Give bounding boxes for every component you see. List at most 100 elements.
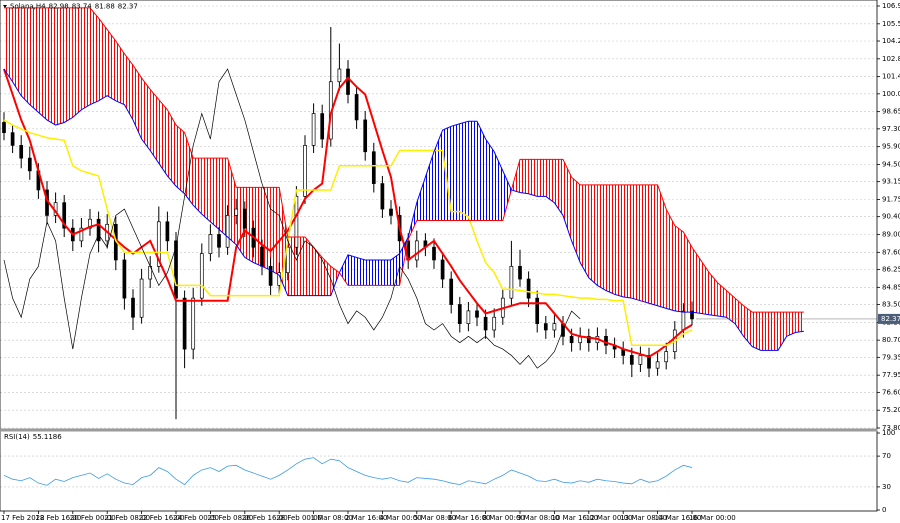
cloud-segment [296, 237, 305, 296]
cloud-segment [133, 65, 142, 140]
candle [217, 226, 221, 258]
cloud-segment [365, 259, 374, 286]
y-tick-label: 80.70 [882, 336, 900, 344]
candle [234, 198, 239, 225]
x-tick-label: 28 Feb 00:00 [276, 514, 322, 522]
candle-body [19, 145, 24, 159]
cloud-segment [38, 7, 47, 120]
candle [62, 195, 67, 238]
y-tick-label: 102.80 [882, 55, 900, 63]
candle-body [131, 297, 135, 318]
cloud-segment [588, 184, 598, 286]
candle-body [586, 335, 591, 344]
candle [535, 290, 540, 333]
candle [629, 347, 634, 378]
candle-body [260, 246, 264, 267]
candle-body [217, 234, 221, 248]
cloud-segment [769, 312, 778, 351]
candle [2, 112, 6, 141]
candle [371, 142, 376, 193]
cloud-segment [520, 159, 529, 194]
rsi-title: RSI(14) [4, 433, 30, 441]
cloud-segment [348, 254, 357, 286]
candle-body [569, 335, 574, 344]
cloud-segment [537, 159, 546, 197]
cloud-segment [236, 187, 245, 258]
candle-body [604, 335, 608, 346]
high: 83.74 [72, 3, 93, 11]
cloud-segment [760, 312, 770, 351]
candle [604, 328, 608, 355]
x-tick-label: 2 Mar 16:00 [345, 514, 387, 522]
candle-body [457, 304, 462, 324]
cloud-segment [674, 225, 684, 313]
x-tick-label: 16 Mar 00:00 [689, 514, 736, 522]
candle [79, 217, 84, 248]
candle [638, 346, 643, 372]
cloud-segment [580, 184, 589, 278]
cloud-segment [692, 247, 701, 314]
cloud-segment [416, 177, 426, 221]
cloud-segment [683, 231, 692, 313]
cloud-segment [657, 184, 667, 309]
y-tick-label: 94.50 [882, 160, 900, 168]
candle-body [449, 278, 454, 305]
candle-body [294, 195, 299, 248]
candle-body [234, 208, 239, 216]
y-tick-label: 87.60 [882, 248, 900, 256]
cloud-segment [305, 237, 314, 296]
cloud-segment [391, 253, 400, 286]
cloud-segment [227, 158, 237, 245]
cloud-segment [614, 184, 624, 297]
cloud-segment [554, 159, 563, 216]
candle-body [655, 361, 660, 369]
candle [449, 271, 454, 314]
candle-body [303, 145, 307, 197]
candle-body [664, 351, 669, 363]
candle [96, 211, 101, 253]
rsi-header: RSI(14) 55.1186 [4, 433, 62, 441]
candle-body [629, 355, 634, 365]
candle-body [371, 151, 376, 184]
candle-body [88, 218, 92, 229]
candle-body [543, 323, 548, 331]
candle-body [27, 157, 32, 172]
cloud-segment [339, 254, 348, 286]
candle [457, 296, 462, 333]
candle [466, 301, 471, 332]
rsi-tick-label: 0 [882, 506, 886, 514]
cloud-segment [631, 184, 641, 301]
y-tick-label: 100.05 [882, 90, 900, 98]
candle [199, 243, 204, 306]
header-text: Solana,H4 82.98 83.74 81.88 82.37 [10, 3, 138, 11]
cloud-segment [21, 7, 30, 105]
x-tick-label: 4 Mar 00:00 [379, 514, 421, 522]
candle-body [346, 68, 350, 95]
candle [337, 43, 342, 91]
candle-body [2, 122, 6, 134]
cloud-segment [640, 184, 649, 304]
candle-body [182, 297, 187, 350]
candle-body [363, 119, 368, 153]
cloud-segment [210, 158, 219, 230]
candle-body [62, 202, 67, 229]
candle-body [647, 355, 651, 369]
candle [440, 252, 445, 288]
candle [320, 104, 325, 148]
candle [389, 200, 393, 225]
x-tick-label: 18 Feb 16:00 [35, 514, 81, 522]
cloud-segment [330, 266, 340, 296]
cloud-segment [55, 7, 65, 126]
candle [414, 230, 419, 268]
x-tick-label: 22 Feb 16:00 [139, 514, 185, 522]
y-tick-label: 83.50 [882, 301, 900, 309]
last-price-box [878, 313, 900, 324]
cloud-segment [597, 184, 606, 291]
x-tick-label: 5 Mar 08:00 [414, 514, 456, 522]
x-tick-label: 9 Mar 08:00 [517, 514, 559, 522]
cloud-segment [313, 247, 323, 296]
cloud-segment [47, 7, 56, 126]
cloud-segment [115, 41, 125, 105]
x-tick-label: 26 Feb 16:00 [242, 514, 288, 522]
cloud-segment [219, 158, 228, 238]
